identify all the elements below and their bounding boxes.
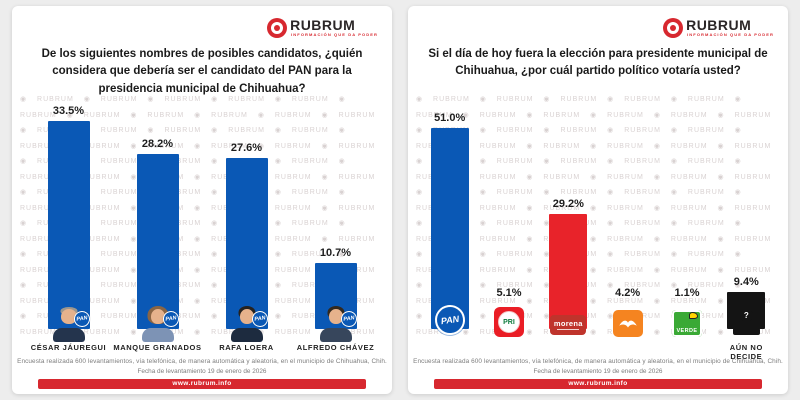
value-label: 33.5%: [52, 105, 85, 118]
poll-card-parties: RUBRUM INFORMACIÓN QUE DA PODER Si el dí…: [408, 6, 788, 394]
value-label: 51.0%: [434, 111, 466, 124]
rubrum-logo: RUBRUM INFORMACIÓN QUE DA PODER: [663, 18, 774, 38]
poll-card-candidates: RUBRUM INFORMACIÓN QUE DA PODER De los s…: [12, 6, 392, 394]
bar-chart-candidates: 33.5% PAN 28.2% PAN 27.6% PAN 10.7%: [24, 101, 380, 342]
pri-logo-icon: PRI: [493, 307, 524, 337]
party-names-row: AÚN NO DECIDE: [420, 343, 776, 361]
methodology-line: Encuesta realizada 600 levantamientos, v…: [413, 358, 783, 365]
fieldwork-date-line: Fecha de levantamiento 19 de enero de 20…: [137, 368, 267, 375]
undecided-silhouette-icon: ?: [730, 305, 762, 339]
brand-tagline: INFORMACIÓN QUE DA PODER: [687, 32, 774, 37]
bar-morena: [549, 213, 588, 329]
fieldwork-date-line: Fecha de levantamiento 19 de enero de 20…: [533, 368, 663, 375]
candidate-name: MANQUE GRANADOS: [113, 343, 202, 352]
value-label: 28.2%: [141, 138, 174, 151]
verde-logo-icon: VERDE: [671, 310, 702, 337]
bar-group-mc: 4.2%: [598, 101, 657, 337]
morena-logo-icon: morena: [550, 315, 587, 335]
bar-group-verde: 1.1% VERDE: [657, 101, 716, 337]
website-banner: www.rubrum.info: [434, 379, 762, 389]
candidate-photo-cesar: PAN: [51, 304, 91, 342]
candidate-names-row: CÉSAR JÁUREGUI MANQUE GRANADOS RAFA LOER…: [24, 343, 380, 352]
value-label: 10.7%: [319, 246, 352, 259]
bar-cesar-jauregui: [47, 121, 90, 329]
value-label: 27.6%: [230, 141, 263, 154]
bar-rafa-loera: [225, 157, 268, 329]
chart-title: Si el día de hoy fuera la elección para …: [428, 48, 768, 78]
candidate-name: CÉSAR JÁUREGUI: [30, 343, 107, 352]
bar-group-pri: 5.1% PRI: [479, 101, 538, 337]
rubrum-target-icon: [663, 18, 684, 38]
candidate-photo-manque: PAN: [140, 304, 180, 342]
bar-group-manque: 28.2% PAN: [113, 101, 202, 342]
bar-group-pan: 51.0% PAN: [420, 101, 479, 337]
methodology-footer: Encuesta realizada 600 levantamientos, v…: [12, 358, 392, 389]
brand-name: RUBRUM: [686, 17, 752, 33]
bar-group-cesar: 33.5% PAN: [24, 101, 113, 342]
candidate-photo-rafa: PAN: [229, 304, 269, 342]
bar-group-alfredo: 10.7% PAN: [291, 101, 380, 342]
candidate-name: RAFA LOERA: [219, 343, 274, 352]
candidate-photo-alfredo: PAN: [318, 304, 358, 342]
methodology-line: Encuesta realizada 600 levantamientos, v…: [17, 358, 387, 365]
rubrum-logo: RUBRUM INFORMACIÓN QUE DA PODER: [267, 18, 378, 38]
bar-manque-granados: [136, 154, 179, 329]
methodology-footer: Encuesta realizada 600 levantamientos, v…: [408, 358, 788, 389]
bar-chart-parties: 51.0% PAN 5.1% PRI 29.2% morena 4.2%: [420, 101, 776, 337]
rubrum-target-icon: [267, 18, 288, 38]
website-banner: www.rubrum.info: [38, 379, 366, 389]
brand-tagline: INFORMACIÓN QUE DA PODER: [291, 32, 378, 37]
watermark-pattern: ◉ RUBRUM ◉ RUBRUM ◉ RUBRUM ◉ RUBRUM ◉ RU…: [20, 96, 376, 336]
brand-name: RUBRUM: [290, 17, 356, 33]
bar-group-undecided: 9.4% ?: [717, 101, 776, 335]
chart-title: De los siguientes nombres de posibles ca…: [41, 48, 363, 95]
bar-group-rafa: 27.6% PAN: [202, 101, 291, 342]
bar-pan: [430, 127, 469, 329]
candidate-name: ALFREDO CHÁVEZ: [296, 343, 375, 352]
value-label: 5.1%: [496, 287, 522, 300]
undecided-label: AÚN NO DECIDE: [729, 343, 763, 361]
value-label: 1.1%: [674, 287, 700, 300]
movimiento-ciudadano-logo-icon: [612, 310, 643, 337]
value-label: 4.2%: [615, 287, 641, 299]
value-label: 29.2%: [552, 197, 584, 210]
bar-group-morena: 29.2% morena: [539, 101, 598, 335]
value-label: 9.4%: [733, 275, 759, 288]
